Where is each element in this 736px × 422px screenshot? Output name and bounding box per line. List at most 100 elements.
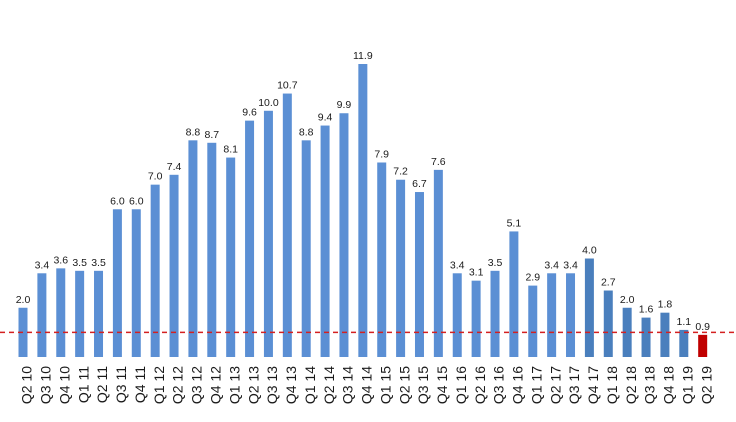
x-tick-label: Q2 10 xyxy=(19,366,35,404)
data-label: 7.2 xyxy=(393,166,408,178)
bar-q2-15 xyxy=(396,179,406,357)
data-label: 7.9 xyxy=(374,148,389,160)
bar-q2-14 xyxy=(320,125,330,357)
data-label: 1.8 xyxy=(658,299,673,311)
bar-q3-17 xyxy=(566,273,576,357)
x-tick-label: Q1 16 xyxy=(453,366,469,404)
data-label: 7.4 xyxy=(167,161,182,173)
x-tick-label: Q3 17 xyxy=(566,366,582,404)
data-label: 4.0 xyxy=(582,245,597,257)
x-tick-label: Q3 16 xyxy=(491,366,507,404)
data-labels-layer: 2.03.4 3.6 3.5 3.56.0 6.07.07.48.8 8.78.19.61… xyxy=(16,50,710,333)
bar-q1-13 xyxy=(226,157,236,357)
x-tick-label: Q1 19 xyxy=(680,366,696,404)
data-label: 8.1 xyxy=(223,144,238,156)
bar-q2-12 xyxy=(169,174,179,357)
bar-q4-15 xyxy=(433,169,443,357)
x-tick-label: Q2 13 xyxy=(245,366,261,404)
data-label: 9.9 xyxy=(337,99,352,111)
x-tick-label: Q3 12 xyxy=(189,366,205,404)
data-label: 3.4 xyxy=(450,259,465,271)
data-label: 9.6 xyxy=(242,107,257,119)
data-label: 10.7 xyxy=(277,80,298,92)
data-label: 8.7 xyxy=(204,129,219,141)
data-label: 3.5 xyxy=(72,257,87,269)
x-tick-label: Q4 10 xyxy=(56,366,72,404)
x-tick-label: Q3 15 xyxy=(415,366,431,404)
bar-q2-19 xyxy=(698,334,708,357)
data-label: 6.0 xyxy=(129,195,144,207)
x-tick-label: Q4 11 xyxy=(132,366,148,403)
bar-q4-10 xyxy=(56,268,66,357)
data-label: 9.4 xyxy=(318,112,333,124)
data-label: 2.9 xyxy=(525,272,540,284)
x-tick-label: Q2 11 xyxy=(94,366,110,403)
bar-q3-13 xyxy=(263,110,273,357)
data-label: 3.1 xyxy=(469,267,484,279)
bar-q3-12 xyxy=(188,140,198,357)
bar-q4-18 xyxy=(660,312,670,357)
data-label: 8.8 xyxy=(186,126,201,138)
x-tick-label: Q3 13 xyxy=(264,366,280,404)
x-tick-label: Q1 18 xyxy=(604,366,620,404)
x-tick-label: Q4 18 xyxy=(661,366,677,404)
x-tick-label: Q2 18 xyxy=(623,366,639,404)
data-label: 7.6 xyxy=(431,156,446,168)
x-tick-label: Q2 15 xyxy=(396,366,412,404)
data-label: 3.5 xyxy=(91,257,106,269)
bar-q3-16 xyxy=(490,270,500,357)
bar-q1-12 xyxy=(150,184,160,357)
bar-q4-14 xyxy=(358,64,368,357)
x-tick-label: Q3 14 xyxy=(340,366,356,404)
data-label: 6.0 xyxy=(110,195,125,207)
bar-q4-17 xyxy=(584,258,594,357)
data-label: 2.7 xyxy=(601,277,616,289)
bar-q4-13 xyxy=(282,93,292,358)
x-tick-label: Q4 13 xyxy=(283,366,299,404)
data-label: 6.7 xyxy=(412,178,427,190)
bar-q1-14 xyxy=(301,140,311,357)
data-label: 1.1 xyxy=(676,316,691,328)
data-label: 1.6 xyxy=(639,304,654,316)
bar-q2-11 xyxy=(94,270,104,357)
x-tick-label: Q4 12 xyxy=(208,366,224,404)
data-label: 5.1 xyxy=(507,217,522,229)
x-tick-label: Q3 18 xyxy=(642,366,658,404)
data-label: 2.0 xyxy=(620,294,635,306)
x-tick-label: Q1 12 xyxy=(151,366,167,404)
x-tick-label: Q1 14 xyxy=(302,366,318,404)
data-label: 10.0 xyxy=(258,97,279,109)
bar-q3-14 xyxy=(339,113,349,358)
bar-q4-11 xyxy=(131,209,141,357)
bar-q4-12 xyxy=(207,142,217,357)
x-tick-label: Q4 16 xyxy=(510,366,526,404)
x-tick-label: Q2 19 xyxy=(698,366,714,404)
x-tick-label: Q2 12 xyxy=(170,366,186,404)
bar-q1-18 xyxy=(603,290,613,357)
data-label: 7.0 xyxy=(148,171,163,183)
bar-q2-13 xyxy=(245,120,255,357)
data-label: 2.0 xyxy=(16,294,31,306)
data-label: 8.8 xyxy=(299,126,314,138)
bar-q4-16 xyxy=(509,231,519,357)
data-label: 3.5 xyxy=(488,257,503,269)
data-label: 11.9 xyxy=(353,50,373,62)
x-tick-label: Q2 17 xyxy=(547,366,563,404)
data-label: 3.6 xyxy=(53,254,68,266)
bar-q3-11 xyxy=(112,209,122,357)
x-tick-label: Q4 15 xyxy=(434,366,450,404)
x-tick-label: Q1 17 xyxy=(528,366,544,404)
x-tick-label: Q2 14 xyxy=(321,366,337,404)
data-label: 0.9 xyxy=(695,321,710,333)
x-axis-ticks: Q2 10 Q3 10 Q4 10 Q1 11 Q2 11 Q3 11 Q4 11 Q1 12… xyxy=(19,366,715,404)
bar-q2-18 xyxy=(622,307,632,357)
x-tick-label: Q3 10 xyxy=(38,366,54,404)
x-tick-label: Q1 13 xyxy=(226,366,242,404)
x-tick-label: Q3 11 xyxy=(113,366,129,403)
bar-q1-11 xyxy=(75,270,85,357)
bar-q2-17 xyxy=(547,273,557,357)
bar-q1-16 xyxy=(452,273,462,357)
x-tick-label: Q4 17 xyxy=(585,366,601,404)
